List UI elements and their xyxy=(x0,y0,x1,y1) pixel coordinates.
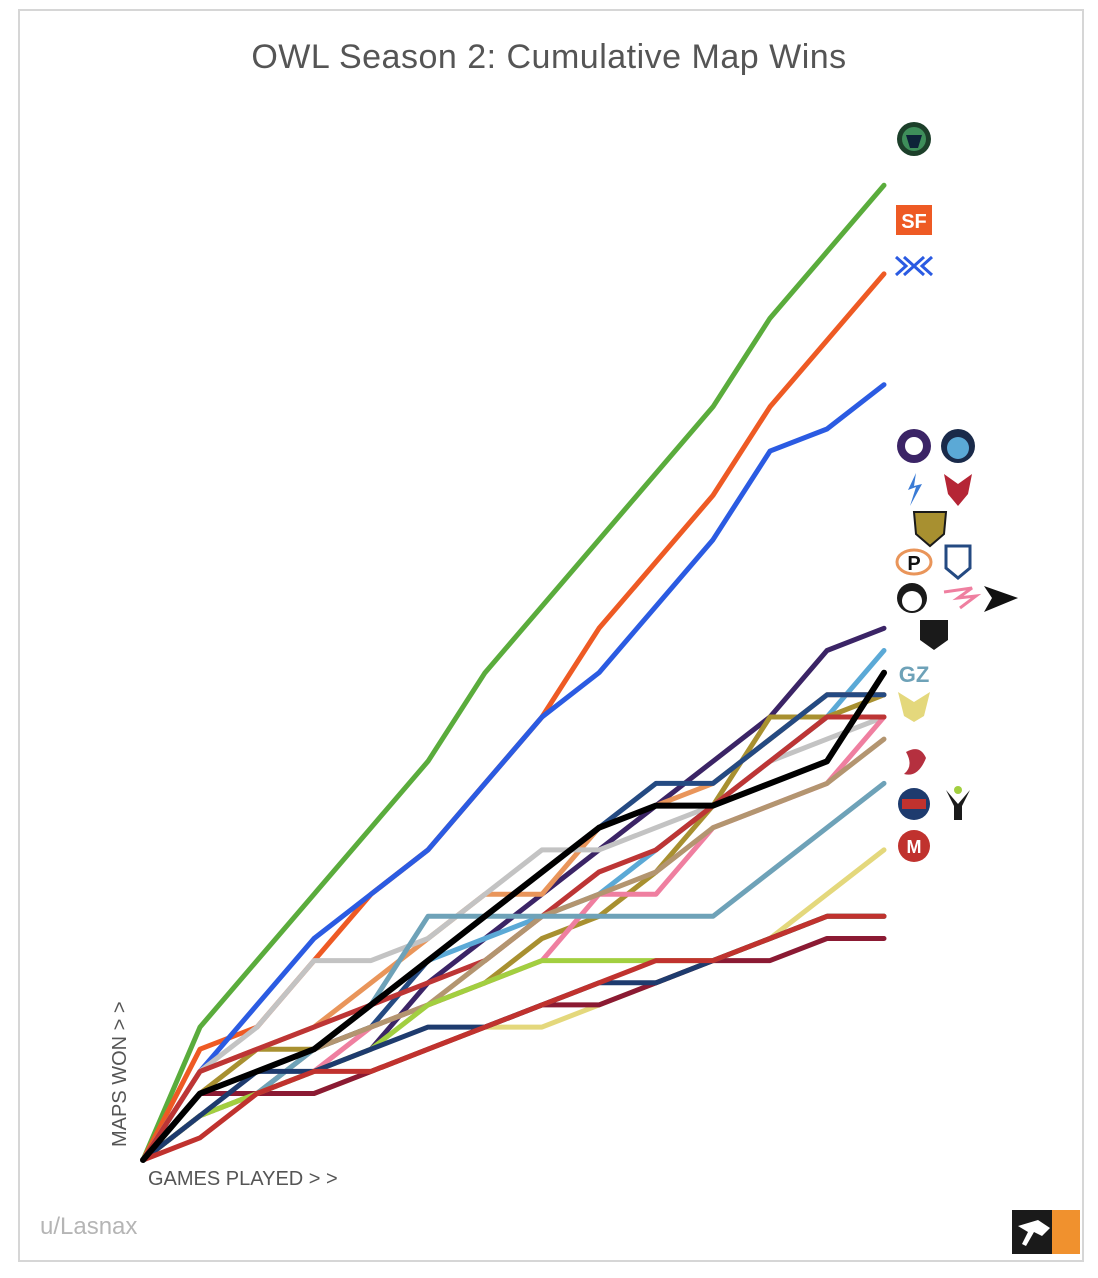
washington-justice-logo xyxy=(898,788,930,820)
los-angeles-gladiators-logo xyxy=(897,429,931,463)
team-logos: SF P xyxy=(894,122,1018,862)
shanghai-dragons-logo xyxy=(920,620,948,650)
toronto-defiant-logo xyxy=(984,586,1018,612)
paris-eternal-logo xyxy=(904,749,926,775)
dallas-fuel-logo xyxy=(908,473,922,506)
svg-text:GZ: GZ xyxy=(899,662,930,687)
series-lines xyxy=(140,182,887,1163)
new-york-excelsior-logo xyxy=(894,255,934,277)
houston-outlaws-logo xyxy=(946,786,970,820)
vancouver-titans-logo xyxy=(897,122,931,156)
series-line-vancouver-titans xyxy=(140,182,887,1163)
hangzhou-spark-logo xyxy=(943,586,982,610)
san-francisco-shock-logo: SF xyxy=(896,205,932,235)
series-line-houston-outlaws xyxy=(140,913,887,1163)
london-spitfire-logo xyxy=(941,429,975,463)
series-line-seoul-dynasty xyxy=(140,692,887,1163)
philadelphia-fusion-logo: P xyxy=(895,548,933,576)
series-line-toronto-defiant xyxy=(140,669,887,1163)
svg-text:M: M xyxy=(907,837,922,857)
author-credit: u/Lasnax xyxy=(40,1213,138,1240)
chengdu-hunters-logo xyxy=(897,583,927,613)
atlanta-reign-logo xyxy=(944,474,972,506)
svg-text:SF: SF xyxy=(901,211,927,233)
seoul-dynasty-logo xyxy=(912,511,948,548)
series-line-london-spitfire xyxy=(140,648,887,1163)
chart-title: OWL Season 2: Cumulative Map Wins xyxy=(251,38,847,76)
series-line-florida-mayhem xyxy=(140,913,887,1163)
y-axis-label: MAPS WON > > xyxy=(109,1001,131,1147)
series-line-guangzhou-charge xyxy=(140,780,887,1163)
svg-text:P: P xyxy=(907,553,920,575)
florida-mayhem-logo: M xyxy=(898,830,930,862)
series-line-washington-justice xyxy=(140,913,887,1163)
guangzhou-charge-logo: GZ xyxy=(899,662,930,687)
boston-uprising-logo xyxy=(944,544,972,580)
x-axis-label: GAMES PLAYED > > xyxy=(148,1168,338,1190)
overwatch-league-logo xyxy=(1012,1210,1080,1254)
los-angeles-valiant-logo xyxy=(898,692,930,722)
series-line-new-york-excelsior xyxy=(140,382,887,1163)
